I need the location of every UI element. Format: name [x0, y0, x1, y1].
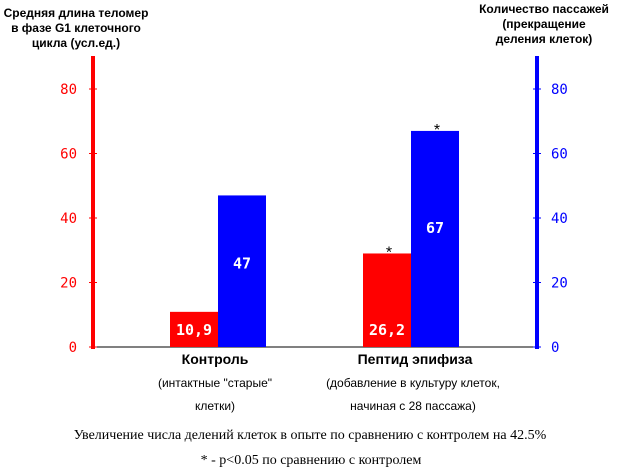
left-tick-label-0: 0 — [69, 340, 77, 356]
left-tick-label-2: 40 — [60, 211, 77, 227]
left-axis-ticks: 0 20 40 60 80 — [60, 82, 97, 356]
category-label-peptide: Пептид эпифиза — [358, 351, 473, 367]
significance-mark-s0-c1: * — [386, 244, 392, 261]
bar-s0-c0 — [170, 311, 218, 347]
right-tick-label-3: 60 — [551, 147, 568, 163]
bar-s1-c1 — [411, 130, 459, 347]
left-tick-label-4: 80 — [60, 82, 77, 98]
left-axis-title-line-1: Средняя длина теломер — [4, 6, 149, 20]
footnote-increase: Увеличение числа делений клеток в опыте … — [74, 428, 547, 443]
right-tick-label-0: 0 — [551, 340, 559, 356]
left-axis-title-line-2: в фазе G1 клеточного — [11, 21, 141, 35]
right-axis-ticks: 0 20 40 60 80 — [533, 82, 568, 356]
bar-value-label-s1-c0: 47 — [233, 255, 251, 273]
right-tick-label-1: 20 — [551, 276, 568, 292]
left-tick-label-1: 20 — [60, 276, 77, 292]
bar-value-label-s0-c1: 26,2 — [369, 321, 405, 339]
right-tick-label-4: 80 — [551, 82, 568, 98]
left-axis-title-line-3: цикла (усл.ед.) — [32, 36, 120, 50]
category-sub-peptide-2: начиная с 28 пассажа) — [350, 399, 476, 413]
bar-value-label-s0-c0: 10,9 — [176, 321, 212, 339]
right-axis-title-line-3: деления клеток) — [496, 32, 593, 46]
right-axis-title-line-1: Количество пассажей — [479, 2, 609, 16]
significance-mark-s1-c1: * — [434, 122, 440, 139]
bar-s1-c0 — [218, 195, 266, 347]
category-sub-control-2: клетки) — [195, 399, 235, 413]
left-tick-label-3: 60 — [60, 147, 77, 163]
category-sub-peptide-1: (добавление в культуру клеток, — [326, 376, 500, 390]
right-tick-label-2: 40 — [551, 211, 568, 227]
bars: 10,9 26,2 * 47 67 * — [170, 122, 459, 347]
right-axis-title-line-2: (прекращение — [502, 17, 586, 31]
footnote-significance: * - p<0.05 по сравнению с контролем — [201, 453, 422, 468]
bar-value-label-s1-c1: 67 — [426, 219, 444, 237]
category-label-control: Контроль — [182, 351, 249, 367]
category-sub-control-1: (интактные "старые" — [158, 376, 272, 390]
bar-s0-c1 — [363, 253, 411, 347]
